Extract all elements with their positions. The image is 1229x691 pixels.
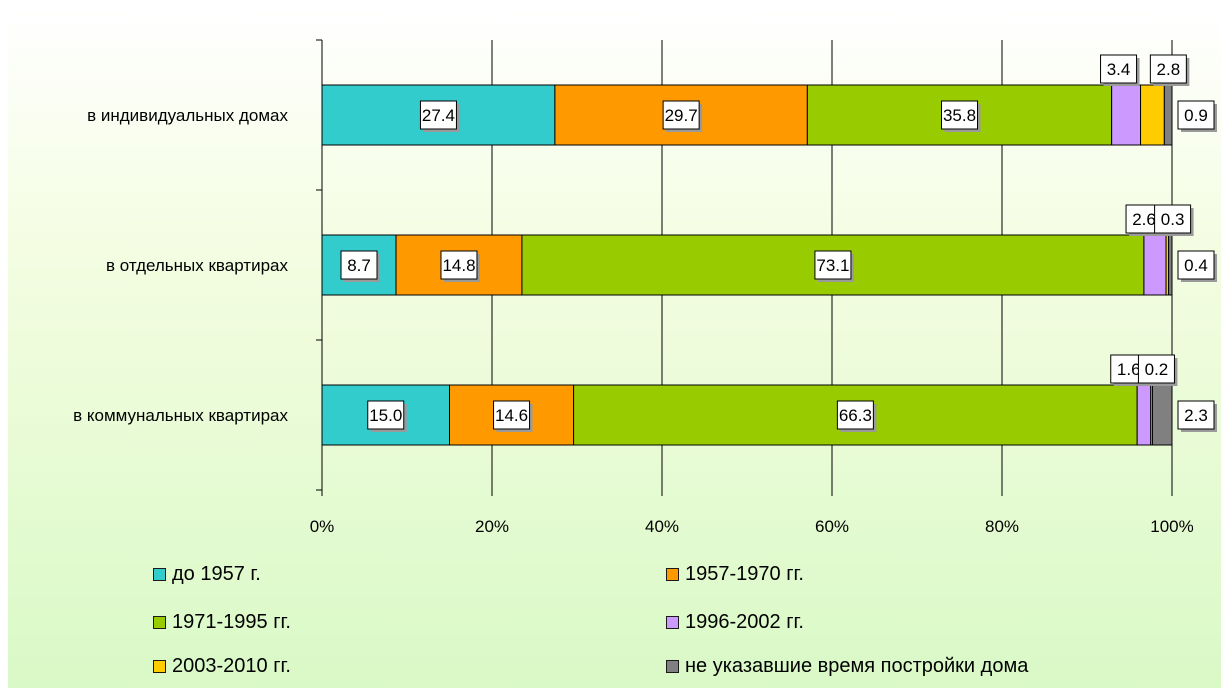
data-label-2-5: 0.3 (1161, 210, 1185, 229)
data-label-box-1-3 (941, 100, 978, 130)
x-tick-label-3: 60% (815, 517, 849, 536)
data-label-1-2: 29.7 (665, 106, 698, 125)
category-label-3: в коммунальных квартирах (73, 406, 288, 425)
data-label-box-2-6 (1177, 250, 1215, 280)
data-label-2-6: 0.4 (1184, 256, 1208, 275)
data-label-3-5: 0.2 (1145, 360, 1169, 379)
category-label-line: в коммунальных квартирах (73, 406, 288, 425)
data-label-1-6: 0.9 (1184, 106, 1208, 125)
data-label-3-4: 1.6 (1117, 360, 1141, 379)
category-label-2: в отдельных квартирах (106, 256, 288, 275)
x-tick-label-0: 0% (310, 517, 335, 536)
data-label-box-2-3 (814, 250, 852, 280)
category-label-line: в индивидуальных домах (87, 106, 288, 125)
data-label-1-5: 2.8 (1157, 60, 1181, 79)
bar-3-4 (1136, 384, 1152, 446)
bar-1-6 (1163, 84, 1173, 146)
data-label-1-1: 27.4 (422, 106, 455, 125)
data-label-box-3-2 (493, 400, 531, 430)
data-label-box-2-1 (340, 250, 378, 280)
data-label-box-2-5 (1154, 204, 1192, 234)
data-label-box-2-2 (440, 250, 478, 280)
data-label-box-3-6 (1177, 400, 1215, 430)
data-label-box-1-4 (1100, 54, 1138, 84)
data-label-2-3: 73.1 (816, 256, 849, 275)
bar-1-4 (1111, 84, 1142, 146)
data-label-3-3: 66.3 (839, 406, 872, 425)
data-label-box-3-1 (367, 400, 405, 430)
data-label-3-6: 2.3 (1184, 406, 1208, 425)
bar-2-6 (1168, 234, 1173, 296)
bar-3-6 (1151, 384, 1173, 446)
data-label-3-2: 14.6 (495, 406, 528, 425)
bar-1-5 (1140, 84, 1165, 146)
data-label-box-3-5 (1137, 354, 1175, 384)
category-label-1: в индивидуальных домах (87, 106, 288, 125)
data-label-box-1-6 (1177, 100, 1215, 130)
data-label-1-3: 35.8 (943, 106, 976, 125)
bar-2-4 (1143, 234, 1167, 296)
data-label-3-1: 15.0 (369, 406, 402, 425)
data-label-box-3-3 (836, 400, 874, 430)
data-label-1-4: 3.4 (1107, 60, 1131, 79)
data-label-2-2: 14.8 (442, 256, 475, 275)
data-label-box-1-1 (419, 100, 457, 130)
data-label-2-4: 2.6 (1132, 210, 1156, 229)
category-label-line: в отдельных квартирах (106, 256, 288, 275)
x-tick-label-1: 20% (475, 517, 509, 536)
x-tick-label-5: 100% (1150, 517, 1193, 536)
data-label-2-1: 8.7 (347, 256, 371, 275)
x-tick-label-2: 40% (645, 517, 679, 536)
data-label-box-1-5 (1149, 54, 1187, 84)
x-tick-label-4: 80% (985, 517, 1019, 536)
data-label-box-1-2 (662, 100, 700, 130)
